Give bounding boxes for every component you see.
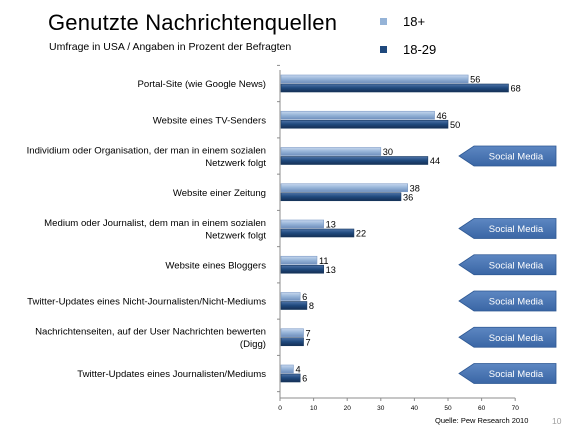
- data-label: 6: [302, 292, 307, 302]
- x-tick-label: 50: [444, 405, 452, 412]
- bar-18plus: [280, 147, 382, 156]
- bar-18-29: [280, 228, 355, 238]
- data-label: 50: [450, 120, 460, 130]
- callout-text: Social Media: [489, 369, 544, 380]
- bar-18-29: [280, 192, 402, 202]
- category-label: Website eines TV-Senders: [153, 115, 266, 126]
- data-label: 8: [309, 301, 314, 311]
- social-media-callout: [458, 363, 557, 384]
- bar-18-29: [280, 337, 304, 347]
- data-label: 13: [326, 220, 336, 230]
- legend-label-18plus: 18+: [403, 14, 426, 29]
- x-tick-label: 20: [344, 405, 352, 412]
- data-label: 68: [510, 84, 520, 94]
- x-tick-label: 70: [512, 405, 520, 412]
- bar-18-29: [280, 83, 509, 93]
- chart-subtitle: Umfrage in USA / Angaben in Prozent der …: [49, 41, 292, 53]
- data-label: 7: [306, 337, 311, 347]
- bar-18plus: [280, 110, 435, 120]
- category-label: Nachrichtenseiten, auf der User Nachrich…: [35, 327, 266, 338]
- bar-18-29: [280, 301, 308, 310]
- data-label: 4: [295, 365, 300, 375]
- bar-18-29: [280, 264, 324, 274]
- callout-text: Social Media: [489, 260, 544, 271]
- data-label: 36: [403, 192, 413, 202]
- bar-18plus: [280, 219, 324, 229]
- bar-18plus: [280, 255, 318, 265]
- callout-text: Social Media: [489, 152, 544, 163]
- bar-18-29: [280, 119, 449, 129]
- category-label: Netzwerk folgt: [205, 230, 266, 241]
- data-label: 56: [470, 75, 480, 85]
- bar-18plus: [280, 364, 294, 374]
- data-label: 22: [356, 229, 366, 239]
- legend-swatch-18-29: [380, 46, 387, 53]
- category-label: Twitter-Updates eines Nicht-Journalisten…: [27, 297, 266, 308]
- x-tick-label: 10: [310, 405, 318, 412]
- social-media-callout: [458, 290, 557, 312]
- bar-18plus: [280, 292, 301, 301]
- category-label: Medium oder Journalist, dem man in einem…: [44, 218, 266, 229]
- category-label: Portal-Site (wie Google News): [138, 79, 267, 90]
- social-media-callout: [458, 145, 557, 167]
- bar-18plus: [280, 183, 408, 193]
- data-label: 46: [437, 111, 447, 121]
- data-label: 30: [383, 147, 393, 157]
- data-label: 44: [430, 156, 440, 166]
- x-tick-label: 60: [478, 405, 486, 412]
- bar-18-29: [280, 156, 429, 165]
- bar-18plus: [280, 74, 469, 84]
- data-label: 38: [410, 183, 420, 193]
- social-media-callout: [458, 254, 557, 276]
- x-tick-label: 30: [377, 405, 385, 412]
- x-tick-label: 0: [278, 405, 282, 412]
- slide-number: 10: [552, 416, 562, 426]
- bar-18-29: [280, 373, 301, 383]
- legend-swatch-18plus: [380, 18, 387, 25]
- data-label: 13: [326, 265, 336, 275]
- category-label: Netzwerk folgt: [205, 158, 266, 169]
- source-note: Quelle: Pew Research 2010: [435, 416, 529, 425]
- data-label: 6: [302, 374, 307, 384]
- social-media-callout: [458, 218, 557, 239]
- callout-text: Social Media: [489, 224, 544, 235]
- category-label: Twitter-Updates eines Journalisten/Mediu…: [77, 369, 266, 380]
- chart-title: Genutzte Nachrichtenquellen: [48, 10, 338, 35]
- data-label: 11: [319, 256, 329, 266]
- callout-text: Social Media: [489, 333, 544, 344]
- bar-18plus: [280, 328, 304, 338]
- category-label: Website einer Zeitung: [173, 188, 266, 199]
- category-label: (Digg): [240, 339, 266, 350]
- legend-label-18-29: 18-29: [403, 42, 437, 57]
- x-tick-label: 40: [411, 405, 419, 412]
- data-label: 7: [306, 328, 311, 338]
- social-media-callout: [458, 326, 557, 348]
- callout-text: Social Media: [489, 297, 544, 308]
- category-label: Website eines Bloggers: [165, 260, 266, 271]
- category-label: Individium oder Organisation, der man in…: [27, 145, 266, 156]
